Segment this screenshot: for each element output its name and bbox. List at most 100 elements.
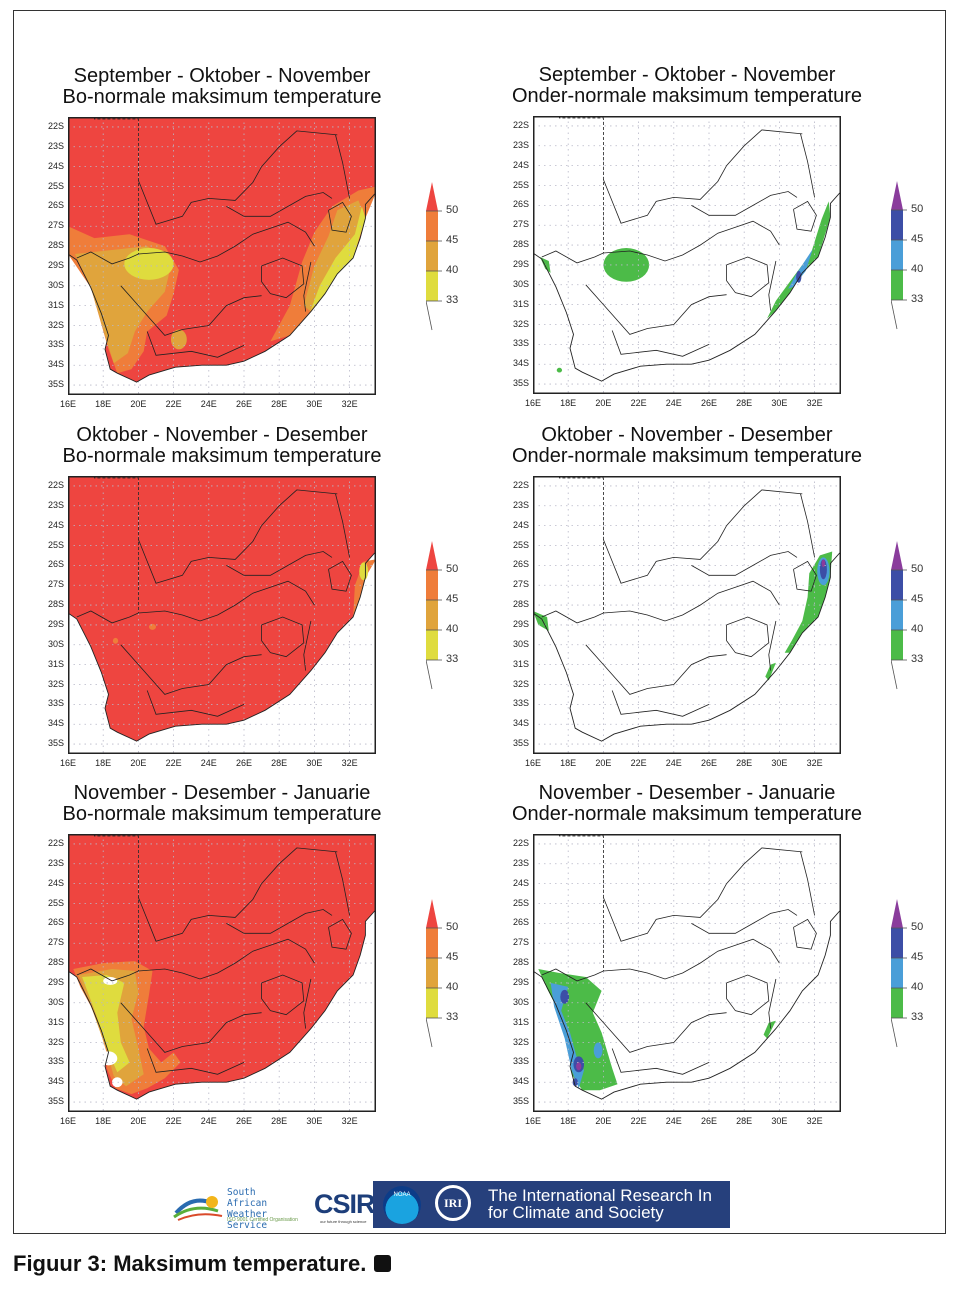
lon-tick-label: 28E [736, 398, 753, 408]
csir-tagline: our future through science [320, 1219, 367, 1224]
colorbar-tail [426, 300, 433, 331]
country-border [120, 644, 262, 695]
colorbar [891, 541, 907, 690]
lon-tick-label: 30E [306, 1116, 323, 1126]
lat-tick-label: 35S [47, 738, 64, 749]
lat-tick-label: 24S [512, 877, 529, 888]
panel-title: September - Oktober - November Onder-norm… [511, 64, 863, 107]
lat-tick-label: 30S [512, 638, 529, 649]
colorbar-segment [891, 630, 903, 660]
panel-title: September - Oktober - November Bo-normale… [62, 65, 382, 108]
lon-tick-label: 28E [736, 758, 753, 768]
country-border [76, 610, 139, 624]
colorbar-legend: 50 45 40 33 [426, 182, 486, 352]
coastline [532, 551, 842, 742]
country-border [328, 201, 352, 233]
lon-tick-label: 24E [200, 758, 217, 768]
lon-tick-label: 16E [524, 758, 541, 768]
lat-tick-label: 34S [512, 718, 529, 729]
map-frame [68, 476, 376, 754]
lon-tick-label: 20E [595, 398, 612, 408]
country-border [328, 560, 352, 592]
lat-tick-label: 26S [512, 559, 529, 570]
country-border [138, 130, 338, 225]
lat-tick-label: 30S [47, 996, 64, 1007]
colorbar [426, 182, 442, 331]
partner-logos: South African Weather Service ISO 9001 C… [172, 1181, 730, 1231]
colorbar-label: 33 [446, 1011, 459, 1023]
lon-tick-label: 32E [341, 1116, 358, 1126]
colorbar-label: 40 [911, 981, 924, 993]
colorbar-segment [891, 210, 903, 240]
map-frame [533, 834, 841, 1112]
lat-tick-label: 23S [512, 499, 529, 510]
lon-tick-label: 20E [595, 758, 612, 768]
lat-tick-label: 26S [47, 200, 64, 211]
lon-tick-label: 30E [771, 398, 788, 408]
map-plot-area [67, 117, 377, 395]
lon-tick-label: 18E [95, 758, 112, 768]
coastline [67, 551, 377, 742]
colorbar-tail [426, 1017, 433, 1048]
country-border [226, 551, 333, 576]
lon-tick-label: 18E [560, 1116, 577, 1126]
panel-title: November - Desember - Januarie Onder-norm… [511, 782, 863, 825]
map-plot-area [67, 834, 377, 1112]
country-border [793, 918, 817, 950]
lon-tick-label: 30E [771, 1116, 788, 1126]
colorbar-segment [891, 988, 903, 1018]
lon-tick-label: 26E [700, 398, 717, 408]
panel-title: Oktober - November - Desember Onder-norma… [511, 424, 863, 467]
lon-tick-label: 28E [271, 399, 288, 409]
lat-tick-label: 33S [512, 1056, 529, 1067]
probability-shading [103, 976, 118, 985]
probability-shading [310, 206, 366, 310]
country-border [768, 260, 777, 311]
country-border [691, 909, 798, 934]
lon-tick-label: 22E [165, 399, 182, 409]
lat-tick-label: 29S [512, 618, 529, 629]
lat-tick-label: 31S [47, 1016, 64, 1027]
lat-tick-label: 30S [512, 278, 529, 289]
country-border [541, 610, 604, 624]
country-border [800, 851, 815, 916]
lat-tick-label: 33S [47, 698, 64, 709]
probability-shading [603, 248, 650, 282]
coastline [532, 909, 842, 1100]
colorbar-label: 33 [446, 294, 459, 306]
lon-tick-label: 26E [700, 758, 717, 768]
lat-tick-label: 22S [47, 120, 64, 131]
colorbar-tail [426, 659, 433, 690]
colorbar [891, 899, 907, 1048]
lat-tick-label: 28S [47, 957, 64, 968]
country-border [768, 978, 777, 1029]
lat-tick-label: 34S [512, 1076, 529, 1087]
probability-shading [788, 249, 813, 289]
country-border [335, 851, 350, 916]
lat-tick-label: 22S [512, 837, 529, 848]
colorbar-label: 50 [446, 204, 459, 216]
lat-tick-label: 26S [512, 199, 529, 210]
lat-tick-label: 23S [512, 857, 529, 868]
colorbar-label: 33 [446, 653, 459, 665]
country-border [726, 256, 770, 298]
lon-tick-label: 20E [130, 399, 147, 409]
country-border [541, 250, 604, 264]
lon-tick-label: 20E [595, 1116, 612, 1126]
country-border [261, 616, 305, 658]
colorbar-label: 45 [446, 951, 459, 963]
lat-tick-label: 22S [512, 479, 529, 490]
lat-tick-label: 24S [512, 159, 529, 170]
map-frame [68, 117, 376, 395]
lon-tick-label: 28E [271, 1116, 288, 1126]
shading-above-50 [68, 476, 376, 742]
country-border [146, 331, 245, 358]
lon-tick-label: 16E [59, 758, 76, 768]
lat-tick-label: 35S [512, 1096, 529, 1107]
country-border [138, 847, 338, 942]
country-border [611, 330, 710, 357]
lat-tick-label: 29S [47, 618, 64, 629]
lat-tick-label: 22S [47, 479, 64, 490]
probability-shading [82, 975, 130, 1073]
coastline [67, 909, 377, 1100]
